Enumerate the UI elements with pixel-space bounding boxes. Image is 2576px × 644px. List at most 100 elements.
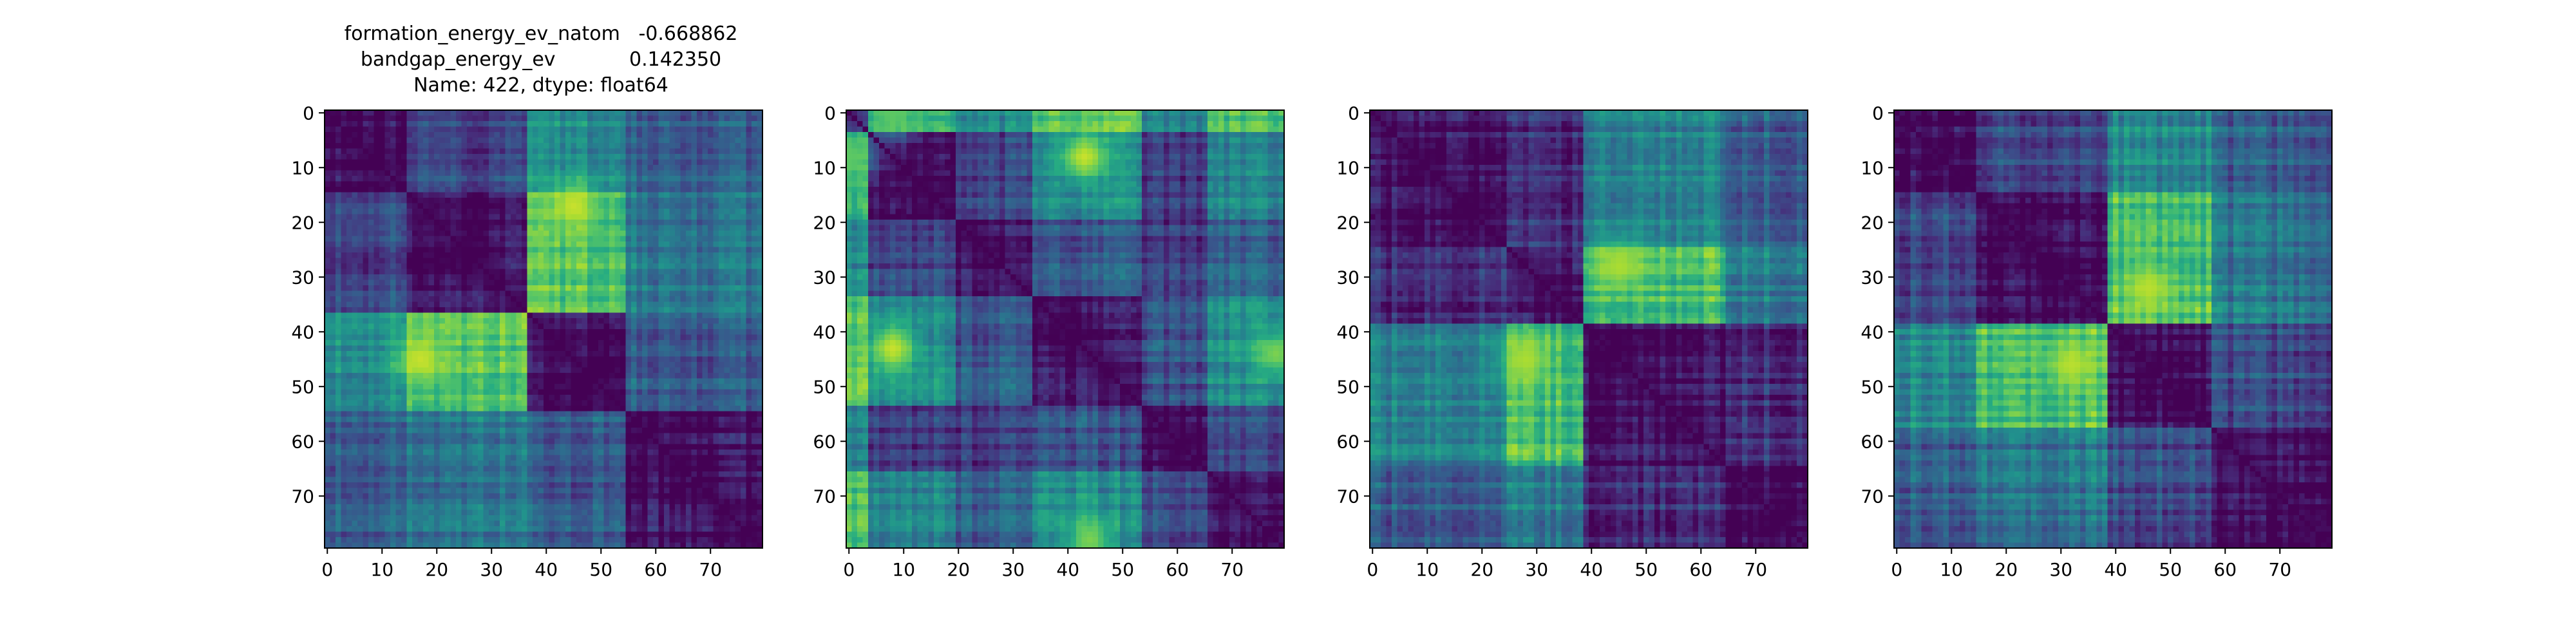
heatmap-cell xyxy=(680,231,687,236)
heatmap-cell xyxy=(592,214,599,220)
heatmap-cell xyxy=(417,307,424,313)
heatmap-cell xyxy=(592,334,599,341)
heatmap-cell xyxy=(357,400,363,406)
heatmap-cell xyxy=(636,307,643,313)
heatmap-cell xyxy=(527,274,533,280)
heatmap-cell xyxy=(417,279,424,286)
heatmap-cell xyxy=(544,312,549,319)
heatmap-cell xyxy=(702,439,708,444)
heatmap-cell xyxy=(735,154,741,160)
heatmap-cell xyxy=(368,307,374,313)
heatmap-cell xyxy=(647,428,654,433)
heatmap-cell xyxy=(428,378,435,384)
heatmap-cell xyxy=(741,258,746,264)
heatmap-cell xyxy=(478,318,484,324)
heatmap-cell xyxy=(735,362,741,368)
heatmap-cell xyxy=(434,312,440,319)
heatmap-cell xyxy=(434,242,440,247)
heatmap-cell xyxy=(642,373,648,379)
heatmap-cell xyxy=(675,307,681,313)
heatmap-cell xyxy=(669,274,676,280)
heatmap-cell xyxy=(730,367,735,374)
heatmap-cell xyxy=(565,231,571,236)
heatmap-cell xyxy=(412,242,418,247)
heatmap-cell xyxy=(379,389,385,395)
heatmap-cell xyxy=(357,433,363,439)
heatmap-cell xyxy=(538,187,544,193)
heatmap-cell xyxy=(724,225,730,231)
heatmap-cell xyxy=(746,269,752,275)
heatmap-cell xyxy=(478,148,484,155)
heatmap-cell xyxy=(489,406,495,412)
heatmap-cell xyxy=(374,334,380,341)
heatmap-cell xyxy=(686,395,692,401)
heatmap-cell xyxy=(346,411,352,417)
heatmap-cell xyxy=(675,279,681,286)
heatmap-cell xyxy=(352,356,358,363)
heatmap-cell xyxy=(538,126,544,133)
heatmap-cell xyxy=(576,148,582,155)
heatmap-cell xyxy=(587,126,593,133)
heatmap-cell xyxy=(325,242,330,247)
heatmap-cell xyxy=(576,209,582,214)
heatmap-cell xyxy=(653,411,659,417)
heatmap-cell xyxy=(675,340,681,346)
heatmap-cell xyxy=(724,301,730,308)
heatmap-cell xyxy=(423,334,429,341)
heatmap-cell xyxy=(341,417,347,422)
heatmap-cell xyxy=(724,384,730,390)
heatmap-cell xyxy=(653,115,659,122)
heatmap-cell xyxy=(752,198,757,204)
heatmap-cell xyxy=(603,296,610,302)
heatmap-cell xyxy=(516,296,522,302)
heatmap-cell xyxy=(467,345,473,352)
heatmap-cell xyxy=(406,318,413,324)
heatmap-cell xyxy=(746,439,752,444)
heatmap-cell xyxy=(336,411,341,417)
heatmap-cell xyxy=(516,351,522,357)
heatmap-cell xyxy=(417,247,424,253)
heatmap-cell xyxy=(636,143,643,149)
heatmap-cell xyxy=(368,389,374,395)
heatmap-cell xyxy=(571,290,577,297)
heatmap-cell xyxy=(702,263,708,269)
heatmap-cell xyxy=(538,242,544,247)
heatmap-cell xyxy=(461,367,468,374)
heatmap-cell xyxy=(636,411,643,417)
heatmap-cell xyxy=(489,148,495,155)
heatmap-cell xyxy=(489,301,495,308)
heatmap-cell xyxy=(379,362,385,368)
heatmap-cell xyxy=(592,428,599,433)
heatmap-cell xyxy=(500,181,506,187)
heatmap-cell xyxy=(461,198,468,204)
heatmap-cell xyxy=(423,176,429,182)
heatmap-cell xyxy=(730,126,735,133)
heatmap-cell xyxy=(653,279,659,286)
heatmap-cell xyxy=(511,411,516,417)
heatmap-cell xyxy=(741,132,746,138)
heatmap-cell xyxy=(379,345,385,352)
heatmap-cell xyxy=(330,203,336,209)
heatmap-cell xyxy=(735,395,741,401)
heatmap-cell xyxy=(472,126,478,133)
heatmap-cell xyxy=(533,231,538,236)
heatmap-cell xyxy=(691,351,697,357)
heatmap-cell xyxy=(511,301,516,308)
heatmap-cell xyxy=(664,137,670,144)
heatmap-cell xyxy=(697,231,703,236)
heatmap-cell xyxy=(417,329,424,335)
heatmap-cell xyxy=(691,428,697,433)
heatmap-cell xyxy=(325,422,330,428)
heatmap-cell xyxy=(592,433,599,439)
heatmap-cell xyxy=(478,258,484,264)
heatmap-cell xyxy=(691,225,697,231)
heatmap-cell xyxy=(691,406,697,412)
heatmap-cell xyxy=(735,187,741,193)
heatmap-cell xyxy=(675,362,681,368)
heatmap-cell xyxy=(752,132,757,138)
heatmap-cell xyxy=(417,318,424,324)
heatmap-cell xyxy=(642,422,648,428)
heatmap-cell xyxy=(374,323,380,330)
heatmap-cell xyxy=(741,214,746,220)
heatmap-cell xyxy=(625,296,632,302)
